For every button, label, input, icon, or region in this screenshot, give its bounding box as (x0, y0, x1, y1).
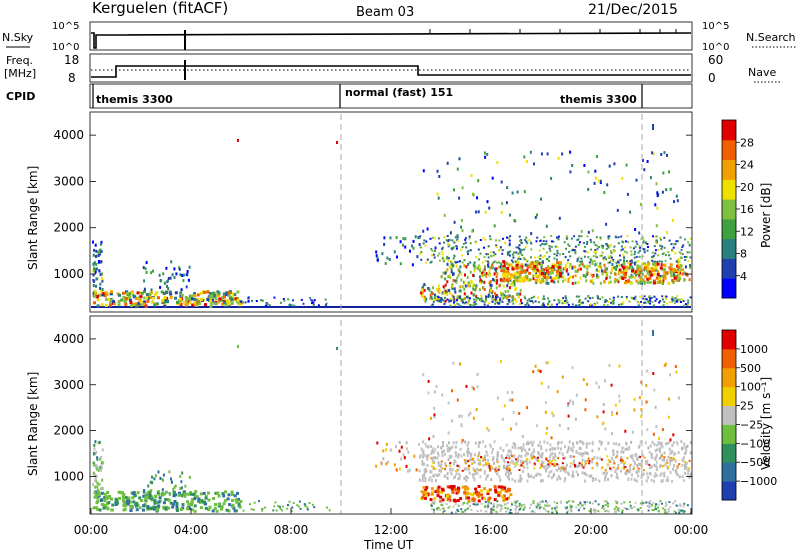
ytick-label: 2000 (53, 221, 84, 235)
velocity-colorbar-label: Velocity [m s⁻¹] (759, 377, 773, 470)
xlabel-time: Time UT (363, 538, 414, 552)
colorbar-tick: 1000 (740, 343, 768, 356)
ytick-label: 3000 (53, 174, 84, 188)
colorbar-tick: 4 (740, 270, 747, 283)
cpid-segment-1: themis 3300 (96, 93, 173, 106)
xtick-label: 08:00 (274, 523, 309, 537)
colorbar-swatch (722, 278, 736, 299)
velocity-ylabel: Slant Range [km] (26, 372, 40, 476)
colorbar-tick: −100 (740, 437, 770, 450)
colorbar-swatch (722, 462, 736, 482)
nsky-left-label: N.Sky (2, 31, 34, 44)
cpid-segment-2: normal (fast) 151 (345, 86, 453, 99)
freq-tick-top: 18 (64, 53, 79, 67)
power-ylabel: Slant Range [km] (26, 166, 40, 270)
date-title: 21/Dec/2015 (588, 2, 678, 18)
colorbar-swatch (722, 139, 736, 161)
nsky-left-tick-bottom: 10^0 (52, 42, 79, 53)
freq-unit: [MHz] (4, 67, 36, 80)
colorbar-swatch (722, 348, 736, 369)
colorbar-swatch (722, 159, 736, 180)
colorbar-tick: 20 (740, 181, 754, 194)
xtick-label: 00:00 (674, 523, 709, 537)
ytick-label: 3000 (53, 378, 84, 392)
cpid-segment-3: themis 3300 (560, 93, 637, 106)
colorbar-swatch (722, 120, 736, 141)
colorbar-tick: −500 (740, 456, 770, 469)
colorbar-swatch (722, 238, 736, 259)
colorbar-tick: −25 (740, 418, 763, 431)
colorbar-swatch (722, 330, 736, 350)
xtick-label: 20:00 (574, 523, 609, 537)
nave-tick-bottom: 0 (708, 71, 716, 85)
ytick-label: 1000 (53, 267, 84, 281)
freq-label: Freq. (6, 54, 33, 67)
nsky-panel: N.Sky 10^5 10^0 10^5 10^0 N.Search (2, 21, 796, 53)
nave-tick-top: 60 (708, 53, 723, 67)
xtick-label: 12:00 (374, 523, 409, 537)
colorbar-tick: 25 (740, 400, 754, 413)
colorbar-swatch (722, 386, 736, 407)
colorbar-swatch (722, 258, 736, 279)
ytick-label: 2000 (53, 424, 84, 438)
colorbar-swatch (722, 179, 736, 200)
nsearch-label: N.Search (746, 31, 796, 44)
colorbar-swatch (722, 443, 736, 463)
colorbar-tick: 16 (740, 203, 754, 216)
power-colorbar-label: Power [dB] (759, 183, 773, 248)
xtick-label: 16:00 (474, 523, 509, 537)
nsky-left-tick-top: 10^5 (52, 21, 79, 32)
colorbar-tick: 100 (740, 381, 761, 394)
colorbar-tick: 500 (740, 362, 761, 375)
xtick-label: 00:00 (74, 523, 109, 537)
xtick-label: 04:00 (174, 523, 209, 537)
nave-label: Nave (748, 66, 776, 79)
colorbar-swatch (722, 424, 736, 444)
colorbar-swatch (722, 218, 736, 240)
ytick-label: 1000 (53, 469, 84, 483)
freq-panel: Freq. [MHz] 18 8 60 0 Nave (4, 53, 780, 85)
cpid-label: CPID (6, 90, 35, 103)
colorbar-swatch (722, 405, 736, 425)
ytick-label: 4000 (53, 332, 84, 346)
freq-tick-bottom: 8 (68, 71, 76, 85)
colorbar-tick: 28 (740, 136, 754, 149)
station-title: Kerguelen (fitACF) (92, 0, 228, 17)
power-panel: 4000 3000 2000 1000 Slant Range [km] 28 24 20… (26, 111, 773, 313)
nsky-right-tick-bottom: 10^0 (702, 42, 729, 53)
colorbar-swatch (722, 481, 736, 501)
cpid-panel: CPID themis 3300 normal (fast) 151 themi… (6, 83, 693, 109)
colorbar-swatch (722, 367, 736, 388)
velocity-panel: 4000 3000 2000 1000 00:00 04:00 08:00 12:00 16:… (26, 315, 777, 552)
beam-title: Beam 03 (356, 5, 414, 20)
colorbar-tick: −1000 (740, 475, 777, 488)
nsky-right-tick-top: 10^5 (702, 21, 729, 32)
colorbar-tick: 8 (740, 248, 747, 261)
colorbar-tick: 12 (740, 225, 754, 238)
colorbar-swatch (722, 199, 736, 220)
colorbar-tick: 24 (740, 159, 754, 172)
ytick-label: 4000 (53, 128, 84, 142)
